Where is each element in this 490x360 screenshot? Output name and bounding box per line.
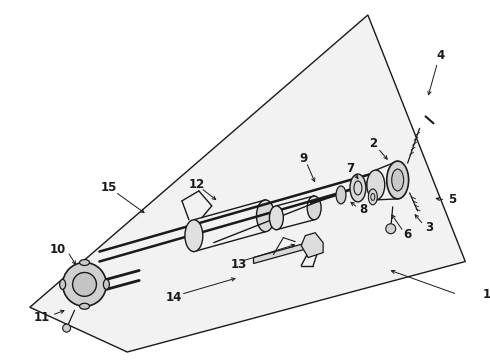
Ellipse shape — [368, 189, 377, 205]
Polygon shape — [301, 233, 323, 257]
Text: 7: 7 — [346, 162, 354, 175]
Ellipse shape — [79, 303, 90, 309]
Text: 6: 6 — [403, 228, 412, 241]
Text: 10: 10 — [49, 243, 66, 256]
Circle shape — [386, 224, 396, 234]
Ellipse shape — [336, 186, 346, 204]
Ellipse shape — [185, 220, 203, 252]
Text: 1: 1 — [483, 288, 490, 301]
Text: 15: 15 — [101, 181, 118, 194]
Text: 11: 11 — [34, 311, 50, 324]
Ellipse shape — [392, 169, 404, 191]
Text: 14: 14 — [166, 291, 182, 304]
Ellipse shape — [256, 200, 274, 232]
Text: 2: 2 — [369, 137, 377, 150]
Circle shape — [73, 273, 97, 296]
Text: 13: 13 — [230, 258, 247, 271]
Circle shape — [63, 324, 71, 332]
Ellipse shape — [103, 279, 109, 289]
Polygon shape — [253, 240, 318, 264]
Ellipse shape — [307, 196, 321, 220]
Ellipse shape — [367, 170, 385, 200]
Ellipse shape — [79, 260, 90, 266]
Polygon shape — [30, 15, 466, 352]
Text: 3: 3 — [425, 221, 434, 234]
Ellipse shape — [60, 279, 66, 289]
Ellipse shape — [350, 174, 366, 202]
Text: 4: 4 — [436, 49, 444, 62]
Text: 8: 8 — [359, 203, 367, 216]
Text: 5: 5 — [448, 193, 457, 206]
Text: 9: 9 — [299, 152, 307, 165]
Ellipse shape — [387, 161, 409, 199]
Text: 12: 12 — [189, 179, 205, 192]
Ellipse shape — [270, 206, 283, 230]
Circle shape — [63, 262, 106, 306]
